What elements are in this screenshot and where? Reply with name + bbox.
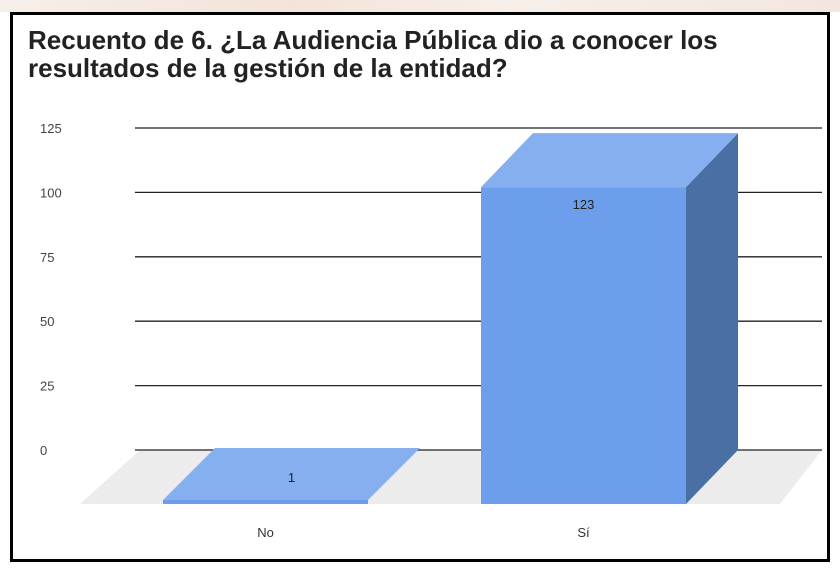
y-tick-label: 0	[40, 443, 47, 458]
bar-front-no	[163, 500, 368, 504]
bar-front-si	[481, 187, 686, 505]
x-category-label: Sí	[577, 525, 590, 540]
data-label-no: 1	[288, 470, 295, 485]
y-tick-label: 75	[40, 250, 54, 265]
y-tick-label: 25	[40, 379, 54, 394]
bar-side-si	[686, 133, 738, 505]
y-tick-label: 100	[40, 185, 62, 200]
y-tick-label: 125	[40, 121, 62, 136]
bar-top-no	[163, 448, 420, 500]
data-label-si: 123	[573, 197, 595, 212]
background-strip	[0, 0, 840, 12]
x-category-label: No	[257, 525, 274, 540]
chart-title: Recuento de 6. ¿La Audiencia Pública dio…	[28, 25, 718, 83]
bar-top-si	[481, 133, 738, 188]
y-tick-label: 50	[40, 314, 54, 329]
